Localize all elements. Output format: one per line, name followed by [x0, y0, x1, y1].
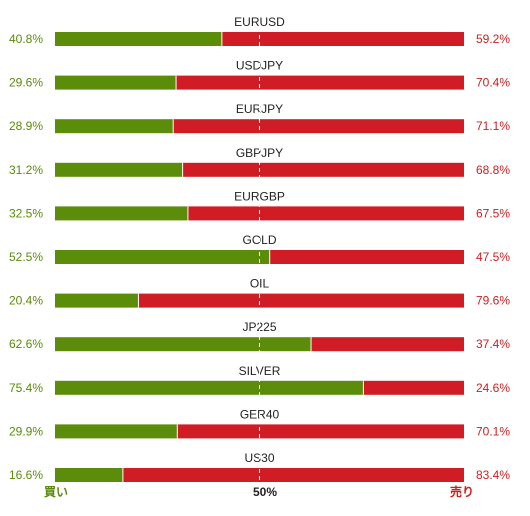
segment-separator: [122, 468, 124, 482]
chart-footer: 買い 50% 売り: [44, 484, 474, 499]
sell-bar: [182, 162, 464, 177]
buy-percent-label: 75.4%: [9, 381, 43, 395]
segment-separator: [175, 75, 177, 90]
buy-bar: [55, 250, 270, 264]
sell-bar: [177, 424, 464, 439]
footer-sell-label: 売り: [450, 484, 474, 499]
buy-bar: [55, 380, 364, 395]
row-silver: SILVER 75.4% 24.6%: [9, 364, 510, 395]
segment-separator: [172, 119, 174, 134]
buy-bar: [55, 119, 174, 134]
buy-bar: [55, 162, 183, 177]
sell-bar: [176, 75, 464, 90]
sell-bar: [311, 337, 464, 352]
row-eurusd: EURUSD 40.8% 59.2%: [9, 15, 510, 46]
segment-separator: [176, 424, 178, 439]
row-gbpjpy: GBPJPY 31.2% 68.8%: [9, 146, 510, 177]
pair-label: EURUSD: [234, 15, 285, 29]
sell-bar: [122, 468, 465, 482]
buy-percent-label: 20.4%: [9, 294, 43, 308]
buy-bar: [55, 424, 178, 439]
buy-percent-label: 62.6%: [9, 337, 43, 351]
buy-bar: [55, 206, 188, 221]
buy-bar: [55, 32, 222, 46]
buy-percent-label: 52.5%: [9, 250, 43, 264]
sell-percent-label: 24.6%: [476, 381, 510, 395]
sell-percent-label: 83.4%: [476, 468, 510, 482]
sell-bar: [187, 206, 465, 221]
sell-percent-label: 68.8%: [476, 163, 510, 177]
segment-separator: [310, 337, 312, 352]
sell-percent-label: 59.2%: [476, 32, 510, 46]
pair-label: EURJPY: [236, 102, 283, 116]
sell-percent-label: 79.6%: [476, 294, 510, 308]
buy-percent-label: 28.9%: [9, 119, 43, 133]
sell-percent-label: 67.5%: [476, 206, 510, 220]
buy-bar: [55, 293, 139, 308]
buy-bar: [55, 468, 123, 482]
sell-bar: [138, 293, 464, 308]
sell-bar: [221, 32, 464, 46]
buy-percent-label: 32.5%: [9, 206, 43, 220]
segment-separator: [137, 293, 139, 308]
sell-bar: [363, 380, 464, 395]
footer-buy-label: 買い: [44, 485, 68, 499]
sell-percent-label: 70.1%: [476, 424, 510, 438]
pair-label: GBPJPY: [236, 146, 283, 160]
buy-percent-label: 29.6%: [9, 76, 43, 90]
sell-bar: [173, 119, 465, 134]
segment-separator: [269, 250, 271, 264]
row-eurjpy: EURJPY 28.9% 71.1%: [9, 102, 510, 134]
segment-separator: [187, 206, 189, 221]
buy-bar: [55, 337, 312, 352]
segment-separator: [362, 380, 364, 395]
buy-bar: [55, 75, 177, 90]
footer-midpoint-label: 50%: [253, 485, 277, 499]
sell-percent-label: 37.4%: [476, 337, 510, 351]
segment-separator: [182, 162, 184, 177]
buy-percent-label: 16.6%: [9, 468, 43, 482]
pair-label: SILVER: [239, 364, 281, 378]
pair-label: JP225: [242, 320, 276, 334]
sell-bar: [269, 250, 464, 264]
buy-percent-label: 29.9%: [9, 424, 43, 438]
sell-percent-label: 47.5%: [476, 250, 510, 264]
sell-percent-label: 71.1%: [476, 119, 510, 133]
buy-percent-label: 31.2%: [9, 163, 43, 177]
segment-separator: [221, 32, 223, 46]
buy-percent-label: 40.8%: [9, 32, 43, 46]
sell-percent-label: 70.4%: [476, 76, 510, 90]
row-jp225: JP225 62.6% 37.4%: [9, 320, 510, 352]
